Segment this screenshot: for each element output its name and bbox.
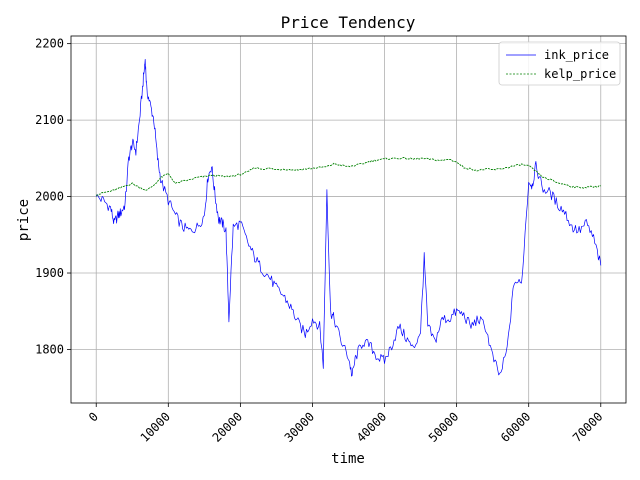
y-tick-label: 2100 [35, 113, 64, 127]
y-tick-label: 1900 [35, 266, 64, 280]
y-axis-label: price [16, 199, 32, 241]
ink-price-line [95, 58, 602, 377]
x-tick-label: 10000 [138, 409, 173, 444]
x-tick-label: 60000 [498, 409, 533, 444]
y-tick-label: 1800 [35, 342, 64, 356]
chart-title: Price Tendency [281, 13, 416, 32]
x-tick-label: 30000 [282, 409, 317, 444]
x-tick-label: 20000 [210, 409, 245, 444]
plot-frame [70, 35, 627, 404]
x-tick-label: 70000 [570, 409, 605, 444]
legend-label-kelp: kelp_price [544, 67, 616, 81]
x-tick-label: 50000 [426, 409, 461, 444]
x-tick-label: 40000 [354, 409, 389, 444]
legend-label-ink: ink_price [544, 48, 609, 62]
y-tick-label: 2000 [35, 190, 64, 204]
legend-box [498, 41, 621, 86]
grid [71, 36, 626, 403]
kelp-price-line [96, 157, 601, 196]
plot-series [95, 58, 602, 377]
axis-ticks: 0 10000 20000 30000 40000 50000 60000 70000 1800… [35, 37, 605, 445]
legend: ink_price kelp_price [498, 41, 621, 86]
x-axis-label: time [331, 451, 365, 467]
x-tick-label: 0 [86, 409, 101, 424]
y-tick-label: 2200 [35, 37, 64, 51]
